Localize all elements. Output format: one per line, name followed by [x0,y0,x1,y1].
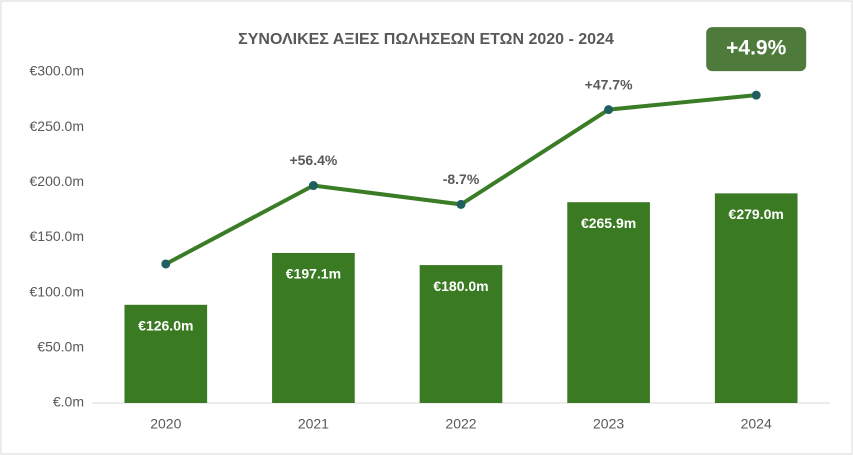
data-label: €265.9m [581,215,636,231]
growth-label: +56.4% [289,152,337,168]
line-marker [751,90,761,100]
y-tick-label: €50.0m [37,339,84,355]
data-label: €197.1m [286,266,341,282]
line-marker [456,199,466,209]
growth-label: -8.7% [443,171,480,187]
bar [714,193,798,403]
x-tick-label: 2021 [298,416,329,432]
x-tick-label: 2022 [445,416,476,432]
growth-box [706,27,807,72]
bar [419,265,503,403]
bar [272,252,355,403]
y-tick-label: €200.0m [30,173,84,189]
line-marker [161,259,171,269]
y-tick-label: €100.0m [30,283,84,299]
x-tick-label: 2023 [593,416,624,432]
y-tick-label: €.0m [53,394,84,410]
data-label: €126.0m [138,318,193,334]
data-label: €180.0m [433,278,488,294]
growth-badge: +4.9% [706,27,807,72]
x-tick-label: 2020 [150,416,181,432]
y-tick-label: €150.0m [30,228,84,244]
chart-title: ΣΥΝΟΛΙΚΕΣ ΑΞΙΕΣ ΠΩΛΗΣΕΩΝ ΕΤΩΝ 2020 - 202… [238,31,614,48]
growth-label: +47.7% [585,76,633,92]
x-tick-label: 2024 [741,416,772,432]
data-label: €279.0m [729,206,784,222]
line-marker [604,105,614,115]
bar [124,304,208,403]
line-marker [308,181,318,191]
y-tick-label: €250.0m [30,118,84,134]
bar [567,202,650,403]
y-tick-label: €300.0m [30,63,84,79]
growth-label: +4.9% [726,37,786,60]
